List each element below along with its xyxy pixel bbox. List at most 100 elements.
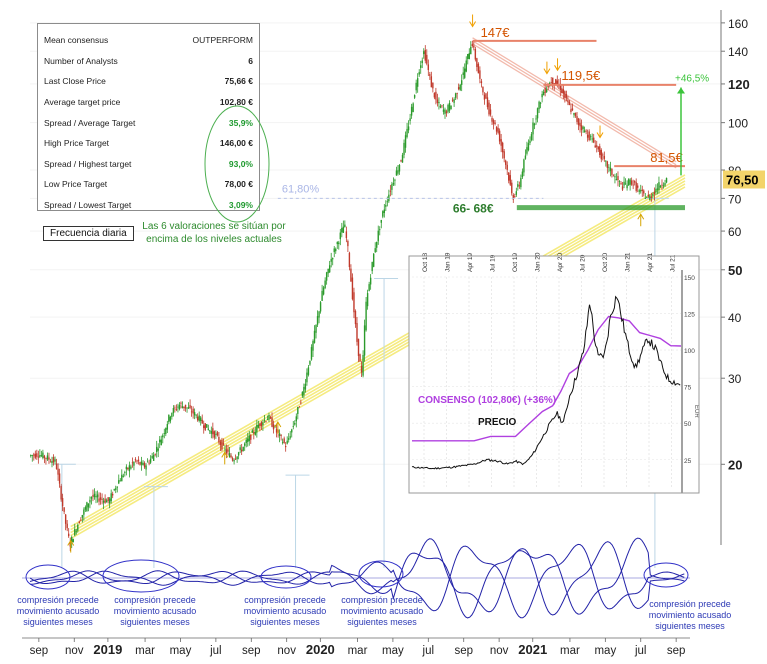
candle-body bbox=[535, 118, 537, 120]
candle-body bbox=[533, 123, 536, 126]
candle-body bbox=[454, 93, 457, 98]
candle-body bbox=[121, 474, 123, 482]
candle-body bbox=[662, 185, 665, 187]
candle-body bbox=[342, 226, 345, 233]
candle-body bbox=[371, 262, 373, 272]
candle-body bbox=[107, 497, 109, 501]
candle-body bbox=[288, 438, 290, 440]
candle-body bbox=[630, 180, 633, 185]
support-channel-line bbox=[70, 183, 686, 537]
candle-body bbox=[574, 112, 577, 116]
y-tick-label: 140 bbox=[728, 45, 748, 59]
inset-y-unit: EUR bbox=[693, 405, 699, 418]
candle-body bbox=[140, 461, 143, 465]
upside-arrow-icon bbox=[677, 87, 685, 94]
candle-body bbox=[64, 514, 67, 524]
candle-body bbox=[335, 248, 337, 252]
candle-body bbox=[474, 49, 477, 60]
candle-body bbox=[379, 229, 381, 231]
candle-body bbox=[627, 179, 630, 186]
x-tick-label: 2021 bbox=[518, 642, 547, 657]
candle-body bbox=[395, 170, 398, 176]
candle-body bbox=[385, 205, 387, 207]
compression-note-line: movimiento acusado bbox=[341, 606, 424, 616]
candle-body bbox=[421, 60, 423, 64]
candle-body bbox=[498, 130, 501, 142]
y-tick-label: 160 bbox=[728, 17, 748, 31]
candle-body bbox=[234, 458, 237, 460]
candle-body bbox=[586, 134, 589, 138]
stats-value: 102,80 € bbox=[219, 97, 253, 108]
candle-body bbox=[430, 76, 433, 88]
candle-body bbox=[480, 81, 483, 83]
candle-body bbox=[99, 497, 102, 500]
candle-body bbox=[283, 438, 285, 443]
candle-body bbox=[51, 461, 53, 464]
candle-body bbox=[130, 466, 132, 469]
stats-value: 6 bbox=[248, 55, 253, 66]
candle-body bbox=[128, 465, 131, 472]
candle-body bbox=[450, 105, 452, 110]
candle-body bbox=[406, 128, 408, 137]
candle-body bbox=[653, 191, 656, 195]
candle-body bbox=[665, 177, 668, 183]
candle-body bbox=[656, 188, 659, 190]
candle-body bbox=[265, 421, 267, 423]
candle-body bbox=[589, 136, 592, 138]
candle-body bbox=[518, 185, 521, 187]
y-tick-label: 20 bbox=[728, 457, 742, 472]
candle-body bbox=[313, 330, 316, 343]
candle-body bbox=[318, 311, 320, 318]
candle-body bbox=[196, 416, 199, 421]
stats-row: High Price Target 146,00 € bbox=[38, 133, 259, 154]
candle-body bbox=[436, 99, 439, 103]
candle-body bbox=[541, 93, 543, 98]
inset-x-label: Jul 20 bbox=[580, 254, 587, 272]
oscillator-series-line bbox=[29, 541, 685, 619]
candle-body bbox=[69, 541, 71, 547]
inset-x-label: Jul 19 bbox=[490, 254, 497, 272]
stats-value: 3,09% bbox=[228, 200, 253, 211]
candle-body bbox=[602, 154, 604, 156]
stats-label: Average target price bbox=[44, 97, 121, 108]
candle-body bbox=[163, 433, 165, 434]
candle-body bbox=[482, 86, 484, 93]
stats-value: 78,00 € bbox=[224, 179, 253, 190]
candle-body bbox=[30, 455, 32, 457]
candle-body bbox=[372, 253, 375, 267]
candle-body bbox=[54, 459, 56, 462]
candle-body bbox=[626, 184, 628, 189]
candle-body bbox=[327, 268, 329, 274]
candle-body bbox=[111, 493, 114, 496]
support-touch-arrow bbox=[637, 213, 645, 220]
x-tick-label: 2019 bbox=[93, 642, 122, 657]
candle-body bbox=[629, 179, 631, 185]
candle-body bbox=[401, 154, 404, 163]
inset-x-label: Apr 20 bbox=[557, 252, 564, 272]
candle-body bbox=[98, 498, 100, 502]
candle-body bbox=[52, 457, 55, 463]
x-tick-label: 2020 bbox=[306, 642, 335, 657]
candle-body bbox=[304, 383, 307, 390]
compression-note-line: siguientes meses bbox=[347, 617, 417, 627]
support-channel-line bbox=[70, 186, 686, 540]
candle-body bbox=[661, 184, 663, 186]
price-level-lines: 147€ 119,5€ 81,5€ 66- 68€ 61,80% bbox=[277, 25, 685, 216]
price-level-label: 147€ bbox=[481, 25, 511, 40]
candle-body bbox=[159, 439, 161, 443]
candle-body bbox=[376, 241, 378, 248]
upside-label: +46,5% bbox=[675, 74, 709, 85]
y-tick-label: 120 bbox=[728, 77, 750, 92]
x-tick-label: may bbox=[170, 645, 192, 657]
frequency-label: Frecuencia diaria bbox=[43, 226, 134, 241]
stats-row: Spread / Lowest Target 3,09% bbox=[38, 195, 259, 216]
x-tick-label: sep bbox=[242, 645, 261, 657]
candle-body bbox=[409, 118, 411, 122]
stats-row: Mean consensus OUTPERFORM bbox=[38, 30, 259, 51]
y-tick-label: 70 bbox=[728, 192, 742, 206]
candle-body bbox=[172, 408, 175, 414]
candle-body bbox=[162, 435, 164, 438]
candle-body bbox=[357, 338, 360, 356]
candle-body bbox=[119, 480, 121, 482]
